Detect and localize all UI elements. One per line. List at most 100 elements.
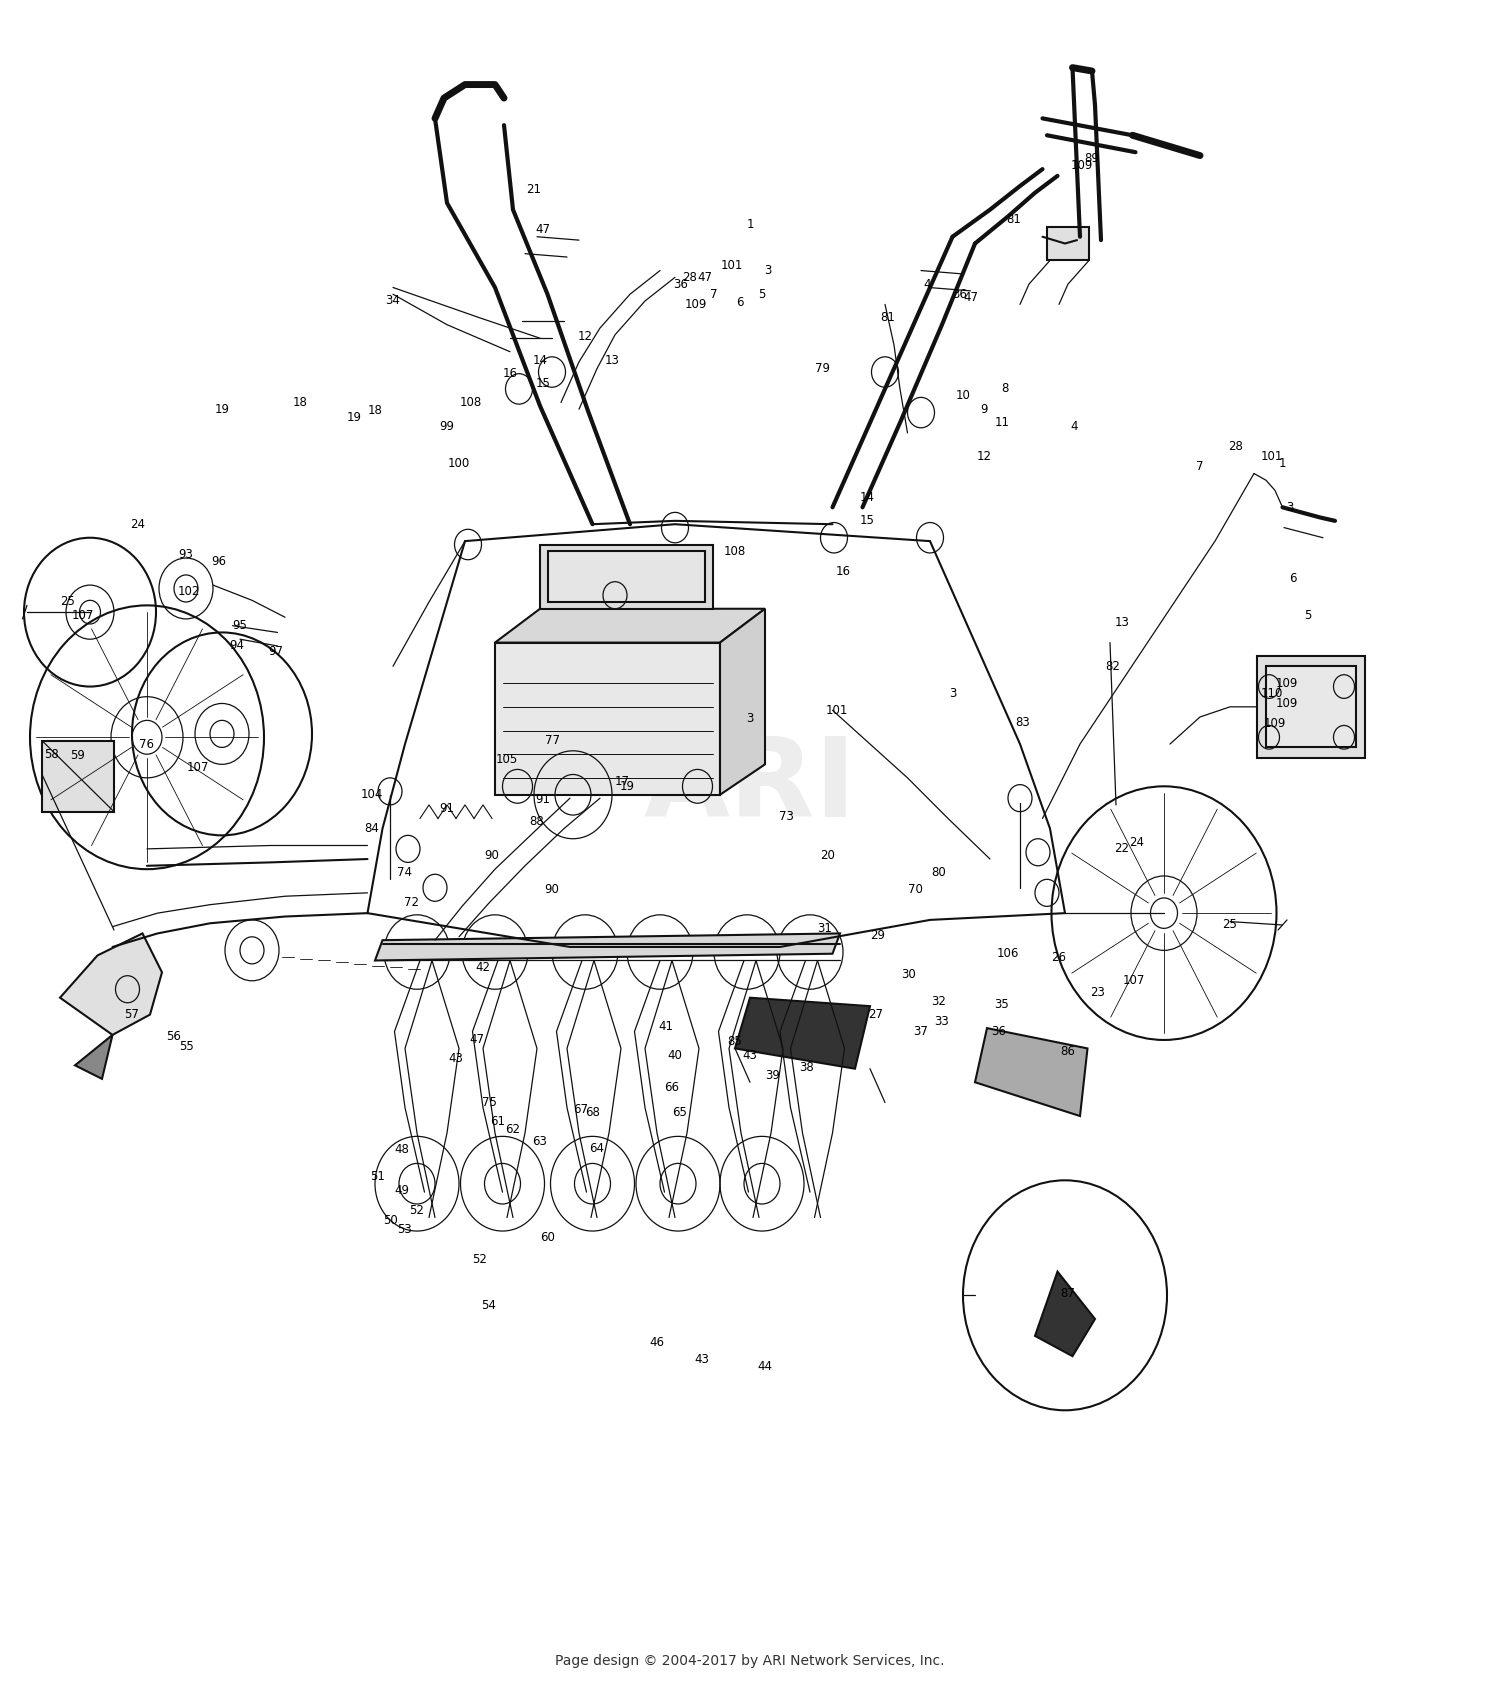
Text: 101: 101	[1262, 450, 1282, 463]
Text: 54: 54	[482, 1299, 496, 1312]
Text: 36: 36	[952, 287, 968, 301]
Text: 16: 16	[503, 367, 518, 380]
Text: 20: 20	[821, 849, 836, 862]
Text: 1: 1	[1278, 457, 1286, 470]
Text: 56: 56	[166, 1030, 182, 1043]
Text: Page design © 2004-2017 by ARI Network Services, Inc.: Page design © 2004-2017 by ARI Network S…	[555, 1654, 945, 1667]
Polygon shape	[495, 609, 765, 643]
Text: 70: 70	[908, 883, 922, 896]
Text: 106: 106	[998, 947, 1018, 960]
Text: 63: 63	[532, 1135, 548, 1148]
Text: 79: 79	[815, 362, 830, 375]
Text: 94: 94	[230, 639, 244, 653]
Text: 81: 81	[1007, 213, 1022, 227]
Text: 74: 74	[398, 866, 412, 879]
Text: 40: 40	[668, 1048, 682, 1062]
Text: 44: 44	[758, 1360, 772, 1373]
Text: 81: 81	[880, 311, 896, 325]
Text: 4: 4	[922, 277, 930, 291]
Text: 95: 95	[232, 619, 248, 632]
Text: 73: 73	[778, 810, 794, 824]
Text: 55: 55	[178, 1040, 194, 1053]
Text: 3: 3	[765, 264, 771, 277]
FancyBboxPatch shape	[1266, 666, 1356, 747]
Text: 43: 43	[742, 1048, 758, 1062]
Text: 13: 13	[1114, 616, 1130, 629]
Text: 67: 67	[573, 1103, 588, 1116]
Text: 28: 28	[682, 271, 698, 284]
Text: 62: 62	[506, 1123, 520, 1136]
Text: 13: 13	[604, 353, 619, 367]
Text: 47: 47	[698, 271, 712, 284]
Polygon shape	[735, 998, 870, 1069]
Text: 109: 109	[1264, 717, 1286, 731]
Text: 24: 24	[130, 517, 146, 531]
Text: 37: 37	[914, 1025, 928, 1038]
FancyBboxPatch shape	[1047, 227, 1089, 260]
Text: 89: 89	[1084, 152, 1100, 166]
Polygon shape	[1035, 1272, 1095, 1356]
Text: 12: 12	[976, 450, 992, 463]
Text: 14: 14	[859, 490, 874, 504]
Text: 61: 61	[490, 1114, 506, 1128]
Text: ARI: ARI	[644, 732, 856, 840]
Text: 36: 36	[992, 1025, 1006, 1038]
Text: 68: 68	[585, 1106, 600, 1119]
Text: 25: 25	[1222, 918, 1238, 932]
Text: 10: 10	[956, 389, 970, 402]
Text: 47: 47	[536, 223, 550, 237]
Text: 5: 5	[759, 287, 765, 301]
Polygon shape	[75, 1035, 112, 1079]
Text: 107: 107	[1124, 974, 1144, 988]
Text: 86: 86	[1060, 1045, 1076, 1059]
Text: 100: 100	[448, 457, 470, 470]
Text: 31: 31	[818, 922, 833, 935]
Text: 47: 47	[963, 291, 978, 304]
Text: 46: 46	[650, 1336, 664, 1349]
Polygon shape	[720, 609, 765, 795]
Text: 75: 75	[482, 1096, 496, 1109]
Text: 12: 12	[578, 330, 592, 343]
Text: 19: 19	[214, 402, 230, 416]
Text: 57: 57	[124, 1008, 140, 1021]
Text: 64: 64	[590, 1141, 604, 1155]
Text: 7: 7	[1197, 460, 1203, 473]
Text: 9: 9	[981, 402, 987, 416]
FancyBboxPatch shape	[42, 741, 114, 812]
FancyBboxPatch shape	[1257, 656, 1365, 758]
Text: 58: 58	[44, 747, 58, 761]
Text: 109: 109	[686, 298, 706, 311]
Polygon shape	[495, 643, 720, 795]
Text: 50: 50	[382, 1214, 398, 1228]
Text: 8: 8	[1002, 382, 1008, 396]
Text: 6: 6	[1288, 572, 1296, 585]
Text: 17: 17	[615, 774, 630, 788]
Text: 30: 30	[902, 967, 916, 981]
Text: 33: 33	[934, 1015, 950, 1028]
Text: 77: 77	[544, 734, 560, 747]
Text: 91: 91	[440, 802, 454, 815]
Text: 15: 15	[859, 514, 874, 528]
Text: 4: 4	[1071, 419, 1077, 433]
Text: 72: 72	[404, 896, 418, 910]
Text: 24: 24	[1130, 835, 1144, 849]
Text: 59: 59	[70, 749, 86, 763]
Polygon shape	[975, 1028, 1088, 1116]
Text: 110: 110	[1262, 687, 1282, 700]
Text: 18: 18	[368, 404, 382, 418]
Text: 96: 96	[211, 555, 226, 568]
Text: 90: 90	[544, 883, 560, 896]
Text: 102: 102	[178, 585, 200, 599]
Text: 1: 1	[747, 218, 753, 232]
Text: 108: 108	[724, 545, 746, 558]
Text: 16: 16	[836, 565, 850, 578]
Text: 49: 49	[394, 1184, 410, 1197]
Text: 91: 91	[536, 793, 550, 807]
Polygon shape	[60, 933, 162, 1035]
Text: 43: 43	[448, 1052, 464, 1065]
Text: 27: 27	[868, 1008, 883, 1021]
Text: 42: 42	[476, 960, 490, 974]
Text: 5: 5	[1305, 609, 1311, 622]
Text: 109: 109	[1276, 697, 1298, 710]
Text: 107: 107	[188, 761, 209, 774]
